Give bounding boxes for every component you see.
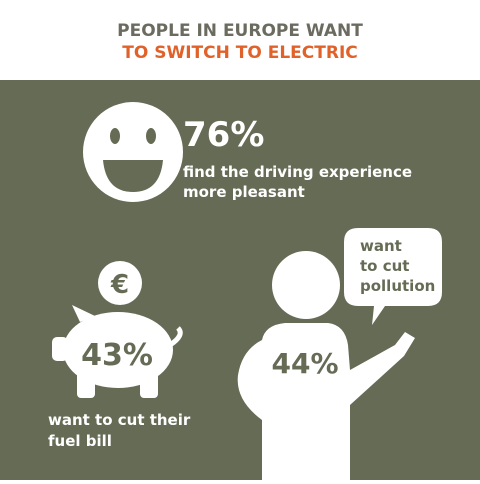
stat-value: 76%	[183, 115, 264, 155]
title-line: TO SWITCH TO ELECTRIC	[122, 43, 358, 63]
stat-text: want	[360, 237, 402, 255]
coin-symbol: €	[110, 270, 129, 300]
smiley-eye	[146, 128, 156, 144]
stat-text: want to cut their	[48, 411, 191, 429]
smiley-eye	[110, 128, 120, 144]
title-line: PEOPLE IN EUROPE WANT	[117, 21, 363, 41]
stat-text: more pleasant	[183, 183, 305, 201]
piggy-bank	[52, 305, 183, 398]
smiley-mouth	[103, 160, 163, 192]
stat-text: fuel bill	[48, 432, 112, 450]
stat-text: pollution	[360, 277, 435, 295]
speech-bubble	[344, 228, 442, 325]
header-band	[0, 0, 480, 80]
coin	[98, 261, 142, 305]
stat-text: find the driving experience	[183, 163, 412, 181]
stat-text: to cut	[360, 257, 409, 275]
person	[237, 251, 415, 480]
stat-value: 44%	[271, 347, 338, 380]
stat-value: 43%	[81, 338, 153, 373]
